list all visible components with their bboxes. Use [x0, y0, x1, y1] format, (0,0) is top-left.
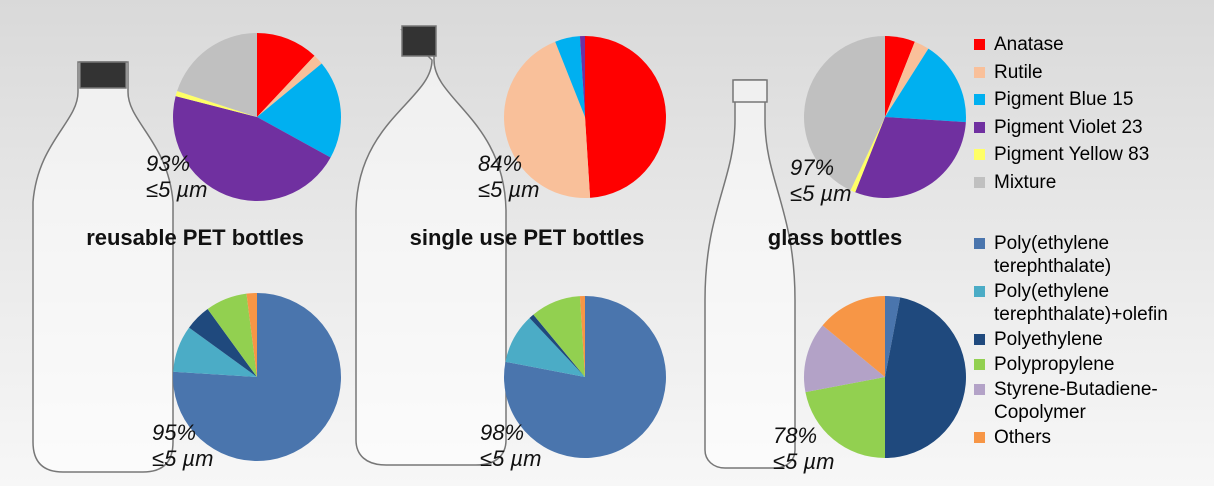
legend-swatch: [974, 39, 985, 50]
annotation: ≤5 µm: [773, 449, 834, 474]
legend-label: Mixture: [994, 172, 1056, 193]
legend-item: Poly(ethylene terephthalate)+olefin: [972, 280, 1194, 326]
legend: Poly(ethylene terephthalate)Poly(ethylen…: [972, 232, 1194, 451]
legend-item: Anatase: [972, 33, 1194, 56]
annotation: 95%: [152, 420, 196, 445]
legend-swatch: [974, 359, 985, 370]
legend-item: Pigment Blue 15: [972, 88, 1194, 111]
legend-item: Polypropylene: [972, 353, 1194, 376]
legend-label: Styrene-Butadiene-Copolymer: [994, 379, 1158, 423]
annotation: 93%: [146, 151, 190, 176]
legend-label: Polypropylene: [994, 354, 1114, 375]
annotation: 98%: [480, 420, 524, 445]
annotation: 97%: [790, 155, 834, 180]
legend-label: Rutile: [994, 62, 1043, 83]
legend-swatch: [974, 238, 985, 249]
group-label: single use PET bottles: [410, 225, 645, 250]
legend-item: Rutile: [972, 61, 1194, 84]
annotation: ≤5 µm: [480, 446, 541, 471]
group-label: reusable PET bottles: [86, 225, 304, 250]
annotation: 84%: [478, 151, 522, 176]
legend-swatch: [974, 94, 985, 105]
group-label: glass bottles: [768, 225, 902, 250]
annotation: 78%: [773, 423, 817, 448]
legend-label: Pigment Blue 15: [994, 89, 1133, 110]
legend-label: Others: [994, 427, 1051, 448]
legend-item: Styrene-Butadiene-Copolymer: [972, 378, 1194, 424]
legend-item: Poly(ethylene terephthalate): [972, 232, 1194, 278]
legend-label: Pigment Violet 23: [994, 117, 1143, 138]
legend-label: Pigment Yellow 83: [994, 144, 1149, 165]
annotation: ≤5 µm: [146, 177, 207, 202]
legend-swatch: [974, 286, 985, 297]
figure: 93%≤5 µmreusable PET bottles84%≤5 µmsing…: [0, 0, 1214, 486]
legend-item: Others: [972, 426, 1194, 449]
annotation: ≤5 µm: [152, 446, 213, 471]
legend-swatch: [974, 432, 985, 443]
legend-label: Poly(ethylene terephthalate): [994, 233, 1111, 277]
legend-label: Polyethylene: [994, 329, 1103, 350]
legend-item: Pigment Yellow 83: [972, 143, 1194, 166]
legend-swatch: [974, 334, 985, 345]
annotation: ≤5 µm: [790, 181, 851, 206]
legend-label: Anatase: [994, 34, 1064, 55]
legend-item: Pigment Violet 23: [972, 116, 1194, 139]
legend-swatch: [974, 149, 985, 160]
legend-item: Polyethylene: [972, 328, 1194, 351]
legend-swatch: [974, 384, 985, 395]
legend-label: Poly(ethylene terephthalate)+olefin: [994, 281, 1168, 325]
legend-item: Mixture: [972, 171, 1194, 194]
annotation: ≤5 µm: [478, 177, 539, 202]
legend-swatch: [974, 177, 985, 188]
legend-swatch: [974, 67, 985, 78]
legend-swatch: [974, 122, 985, 133]
legend: Anatase Rutile Pigment Blue 15 Pigment Viol…: [972, 33, 1194, 198]
